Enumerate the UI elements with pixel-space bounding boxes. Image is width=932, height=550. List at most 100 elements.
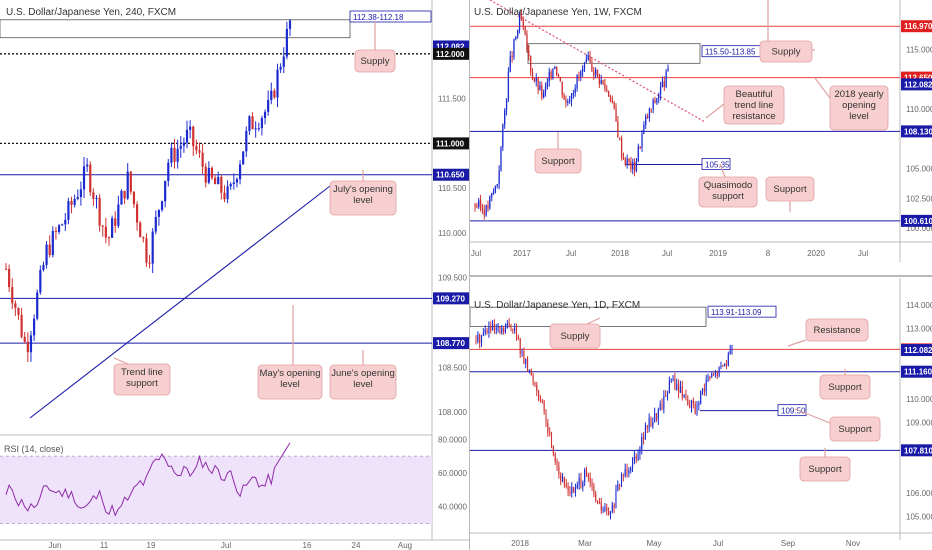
w-candle-body — [554, 66, 556, 69]
d-candle-body — [683, 394, 685, 398]
d-candle-body — [587, 473, 589, 478]
w-candle-body — [567, 101, 569, 103]
d-price-tag-bg — [901, 444, 932, 457]
w-candle-body — [658, 94, 660, 99]
w-candle-body — [515, 36, 517, 40]
h4-note-trend-support-pointer — [113, 357, 129, 365]
h4-note-july-open: July's opening level — [333, 184, 393, 206]
w-price-tag: 108.130 — [904, 127, 932, 136]
w-candle-body — [565, 99, 567, 103]
d-candle-body — [600, 501, 602, 511]
h4-candle-body — [79, 189, 83, 198]
h4-candle-body — [111, 218, 114, 238]
h4-candle-body — [248, 116, 251, 131]
d-candle-body — [670, 380, 672, 382]
h4-candle-body — [151, 231, 154, 264]
h4-x-tick: 11 — [100, 541, 109, 550]
w-candle-body — [626, 158, 628, 165]
w-candle-body — [600, 80, 602, 84]
h4-candle-body — [89, 164, 92, 193]
w-y-tick: 105.000 — [906, 165, 932, 174]
d-candle-body — [666, 393, 669, 397]
w-note-support-1: Support — [541, 156, 575, 167]
w-candle-body — [528, 50, 530, 56]
d-candle-body — [497, 326, 499, 329]
d-candle-body — [545, 411, 547, 424]
w-candle-body — [624, 159, 626, 165]
d-candle-body — [646, 425, 648, 429]
h4-candle-body — [270, 90, 273, 101]
w-candle-body — [504, 110, 506, 125]
d-candle-body — [674, 378, 676, 390]
h4-candle-body — [132, 191, 136, 205]
w-candle-body — [643, 124, 645, 134]
w-price-tag-bg — [901, 125, 932, 138]
d-x-tick: Sep — [781, 539, 796, 548]
d-candle-body — [626, 469, 628, 474]
w-candle-body — [654, 99, 656, 103]
w-price-tag: 112.082 — [904, 80, 932, 89]
d-candle-body — [611, 504, 613, 512]
d-candle-body — [700, 391, 702, 404]
w-note-supply-box — [759, 40, 813, 63]
d-candle-body — [538, 391, 540, 400]
d-candle-body — [633, 456, 635, 462]
w-y-tick: 100.000 — [906, 224, 932, 233]
d-candle-body — [519, 338, 521, 354]
d-candle-body — [609, 511, 611, 515]
h4-note-may-open-box — [257, 364, 323, 400]
d-candle-body — [584, 469, 586, 483]
d-candle-body — [661, 403, 663, 410]
d-candle-body — [486, 329, 488, 334]
h4-price-tag: 110.650 — [436, 171, 465, 180]
w-candle-body — [498, 170, 500, 185]
weekly-chart-svg: 115.50-113.85 105.35 115.000 110.000 105.000… — [470, 0, 932, 262]
h4-candle-body — [17, 308, 20, 315]
w-candle-body — [505, 98, 508, 111]
w-price-tag-bg — [901, 78, 932, 91]
d-candle-body — [724, 363, 726, 367]
h4-candle-body — [192, 126, 195, 147]
d-candle-body — [718, 367, 720, 376]
d-candle-body — [689, 405, 691, 408]
w-note-2018-open-box — [829, 85, 889, 131]
w-candle-body — [487, 205, 489, 209]
d-note-support-1: Support — [828, 382, 862, 393]
w-candle-body — [474, 204, 476, 207]
w-candle-body — [524, 26, 526, 35]
d-candle-body — [591, 482, 593, 487]
d-x-tick: Nov — [846, 539, 860, 548]
w-x-tick: Jul — [858, 249, 868, 258]
h4-candle-body — [61, 224, 64, 226]
h4-candle-body — [39, 269, 42, 293]
h4-candle-body — [92, 192, 95, 199]
d-candle-body — [523, 350, 525, 364]
d-candle-body — [657, 410, 659, 420]
h4-y-tick: 108.000 — [438, 408, 467, 417]
w-candle-body — [507, 71, 510, 99]
d-candle-body — [597, 500, 599, 502]
d-x-tick: 2018 — [511, 539, 529, 548]
w-candle-body — [513, 39, 515, 58]
w-candle-body — [635, 160, 638, 171]
d-price-tag-bg — [901, 365, 932, 378]
d-candle-body — [580, 477, 582, 488]
d-candle-body — [510, 325, 512, 330]
w-candle-body — [546, 81, 549, 87]
w-candle-body — [587, 55, 589, 60]
d-candle-body — [731, 346, 733, 350]
w-trend-resistance — [489, 0, 706, 123]
w-candle-body — [489, 197, 491, 209]
h4-candle-body — [245, 130, 248, 152]
h4-rsi-label: RSI (14, close) — [4, 444, 64, 454]
h4-candle-body — [104, 226, 107, 238]
w-x-tick: Jul — [662, 249, 672, 258]
h4-candle-body — [260, 118, 264, 129]
d-candle-body — [727, 354, 729, 366]
w-candle-body — [589, 55, 591, 63]
d-candle-body — [668, 380, 670, 394]
d-candle-body — [678, 383, 680, 393]
w-candle-body — [602, 80, 604, 84]
d-candle-body — [543, 401, 545, 412]
w-qm-label: 105.35 — [705, 160, 730, 169]
